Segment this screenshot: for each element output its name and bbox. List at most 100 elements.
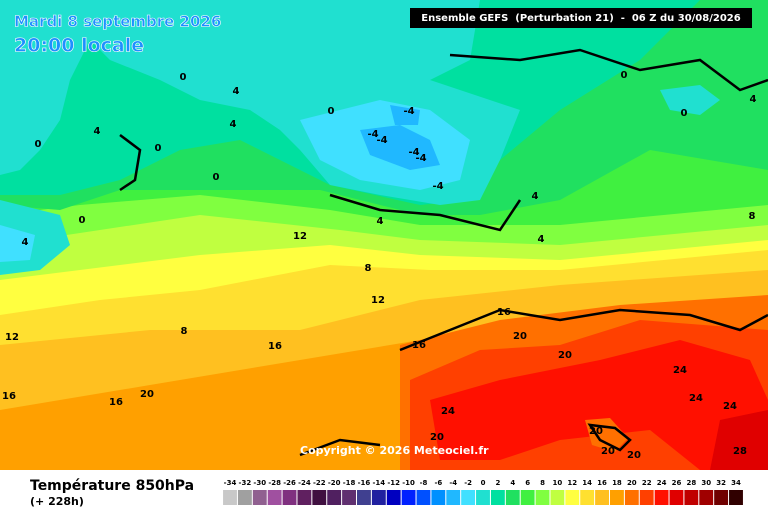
contour-label: 20 — [589, 426, 603, 437]
contour-label: 4 — [230, 119, 237, 130]
legend-swatch — [431, 490, 446, 505]
legend-swatch — [357, 490, 371, 505]
contour-label: 4 — [538, 234, 545, 245]
legend-label: 4 — [510, 479, 515, 487]
contour-label: -4 — [415, 153, 426, 164]
contour-label: 20 — [558, 350, 572, 361]
variable-name: Température 850hPa — [30, 478, 194, 494]
legend-swatch — [595, 490, 609, 505]
contour-label: 24 — [673, 365, 687, 376]
contour-label: 8 — [749, 211, 756, 222]
legend-label: 18 — [612, 479, 622, 487]
legend-label: -32 — [239, 479, 252, 487]
contour-label: 4 — [94, 126, 101, 137]
legend-swatch — [729, 490, 743, 505]
legend-swatch — [535, 490, 550, 505]
legend-label: 6 — [525, 479, 530, 487]
legend-label: -30 — [253, 479, 266, 487]
legend-swatch — [312, 490, 327, 505]
legend-swatch — [461, 490, 476, 505]
legend-label: -18 — [343, 479, 356, 487]
contour-label: 4 — [233, 86, 240, 97]
contour-label: 0 — [155, 143, 162, 154]
legend-swatch — [580, 490, 595, 505]
contour-label: 28 — [733, 446, 747, 457]
legend-label: -14 — [372, 479, 385, 487]
contour-label: 20 — [601, 446, 615, 457]
legend-label: -16 — [358, 479, 371, 487]
contour-label: 4 — [532, 191, 539, 202]
legend-swatch — [416, 490, 431, 505]
legend-label: 32 — [716, 479, 726, 487]
legend-label: 28 — [686, 479, 696, 487]
run-box — [410, 8, 752, 28]
legend-label: 24 — [657, 479, 667, 487]
legend-label: -10 — [402, 479, 415, 487]
legend-label: 2 — [495, 479, 500, 487]
legend-swatch — [624, 490, 639, 505]
legend-swatch — [684, 490, 699, 505]
legend-swatch — [327, 490, 342, 505]
legend-label: -28 — [268, 479, 281, 487]
contour-label: 16 — [109, 397, 123, 408]
copyright: Copyright © 2026 Meteociel.fr — [300, 444, 489, 457]
contour-label: 24 — [441, 406, 455, 417]
contour-label: 12 — [293, 231, 307, 242]
legend-swatch — [446, 490, 461, 505]
legend-label: -8 — [420, 479, 428, 487]
legend-label: 20 — [627, 479, 637, 487]
legend-swatch — [699, 490, 714, 505]
legend-swatch — [639, 490, 654, 505]
legend-swatch — [267, 490, 282, 505]
legend-label: -26 — [283, 479, 296, 487]
contour-label: 0 — [621, 70, 628, 81]
legend-label: -2 — [464, 479, 472, 487]
legend-label: 30 — [701, 479, 711, 487]
contour-label: 4 — [750, 94, 757, 105]
local-time: 20:00 locale — [14, 35, 144, 57]
legend-swatch — [610, 490, 624, 505]
contour-label: -4 — [432, 181, 443, 192]
legend-label: -4 — [449, 479, 457, 487]
contour-label: 8 — [365, 263, 372, 274]
legend-label: 34 — [731, 479, 741, 487]
legend-swatch — [342, 490, 356, 505]
legend-label: 10 — [553, 479, 563, 487]
legend-swatch — [505, 490, 520, 505]
contour-label: 4 — [22, 237, 29, 248]
contour-label: 12 — [5, 332, 19, 343]
legend-swatch — [297, 490, 312, 505]
date: Mardi 8 septembre 2026 — [14, 13, 221, 31]
isotherm-area — [390, 105, 420, 125]
legend-swatch — [401, 490, 416, 505]
legend-swatch — [714, 490, 729, 505]
contour-label: -4 — [367, 129, 378, 140]
legend-swatch — [371, 490, 386, 505]
isotherm-area — [0, 0, 110, 175]
legend-label: -20 — [328, 479, 341, 487]
legend-label: -34 — [224, 479, 237, 487]
lead-time: (+ 228h) — [30, 495, 84, 508]
legend-swatch — [565, 490, 580, 505]
contour-label: 16 — [268, 341, 282, 352]
isotherm-area — [430, 340, 768, 470]
legend-swatch — [252, 490, 267, 505]
legend-label: 22 — [642, 479, 652, 487]
contour-label: -4 — [408, 147, 419, 158]
legend-swatch — [386, 490, 401, 505]
contour-label: 0 — [35, 139, 42, 150]
contour-label: -4 — [376, 135, 387, 146]
legend-label: 14 — [582, 479, 592, 487]
contour-label: 4 — [377, 216, 384, 227]
contour-label: 0 — [328, 106, 335, 117]
run-info: Ensemble GEFS (Perturbation 21) - 06 Z d… — [421, 13, 740, 24]
legend-swatch — [520, 490, 535, 505]
legend-swatch — [476, 490, 490, 505]
contour-label: 24 — [689, 393, 703, 404]
isotherm-area — [360, 125, 440, 170]
contour-label: 24 — [723, 401, 737, 412]
contour-label: 20 — [513, 331, 527, 342]
contours — [119, 48, 768, 457]
